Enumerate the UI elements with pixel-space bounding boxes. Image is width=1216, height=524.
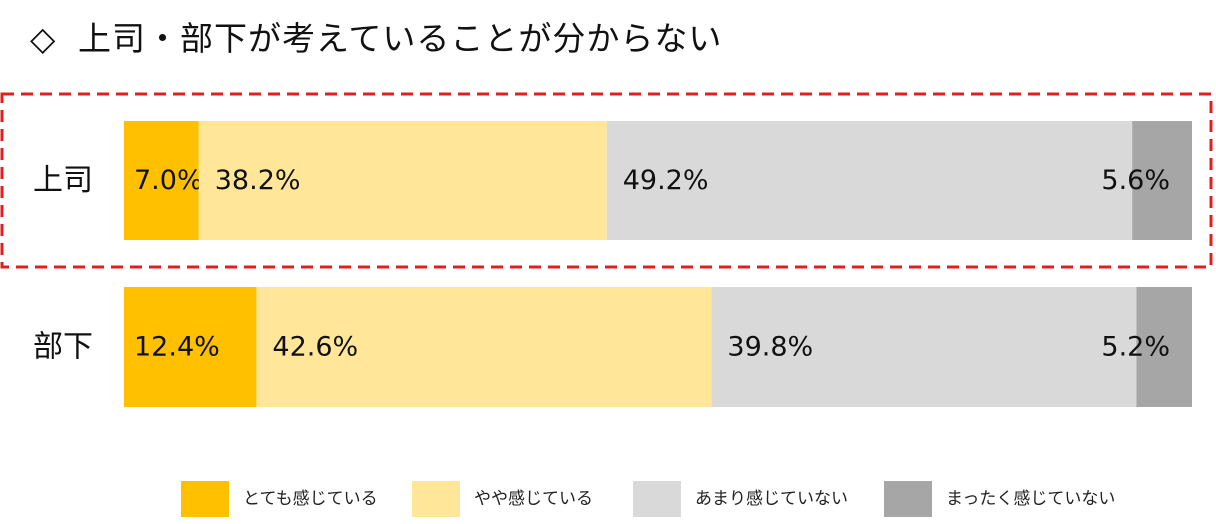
legend-label-none: まったく感じていない [946, 489, 1115, 509]
data-label-very-0: 7.0% [134, 165, 203, 196]
bar-very-0 [124, 121, 199, 240]
legend-label-little: あまり感じていない [695, 489, 848, 509]
category-label-0: 上司 [33, 163, 93, 198]
legend-swatch-none [884, 481, 932, 517]
data-label-little-1: 39.8% [727, 332, 813, 363]
chart-title-text: 上司・部下が考えていることが分からない [78, 19, 723, 58]
bar-little-0 [606, 121, 1133, 240]
legend-label-very: とても感じている [243, 489, 378, 509]
bar-very-1 [124, 287, 257, 407]
bar-none-1 [1136, 287, 1192, 407]
diamond-icon: ◇ [30, 19, 57, 58]
legend-swatch-very [181, 481, 229, 517]
data-label-little-0: 49.2% [623, 165, 709, 196]
bar-somewhat-0 [198, 121, 607, 240]
legend-swatch-little [633, 481, 681, 517]
highlight-box [0, 92, 1213, 269]
chart-title: ◇ 上司・部下が考えていることが分からない [30, 12, 722, 60]
data-label-none-0: 5.6% [1101, 165, 1170, 196]
legend-label-somewhat: やや感じている [474, 489, 593, 509]
data-label-none-1: 5.2% [1101, 332, 1170, 363]
bar-little-1 [711, 287, 1137, 407]
data-label-very-1: 12.4% [134, 332, 220, 363]
legend-swatch-somewhat [412, 481, 460, 517]
category-label-1: 部下 [33, 330, 93, 365]
data-label-somewhat-0: 38.2% [215, 165, 301, 196]
bar-none-0 [1132, 121, 1192, 240]
data-label-somewhat-1: 42.6% [272, 332, 358, 363]
bar-somewhat-1 [256, 287, 712, 407]
